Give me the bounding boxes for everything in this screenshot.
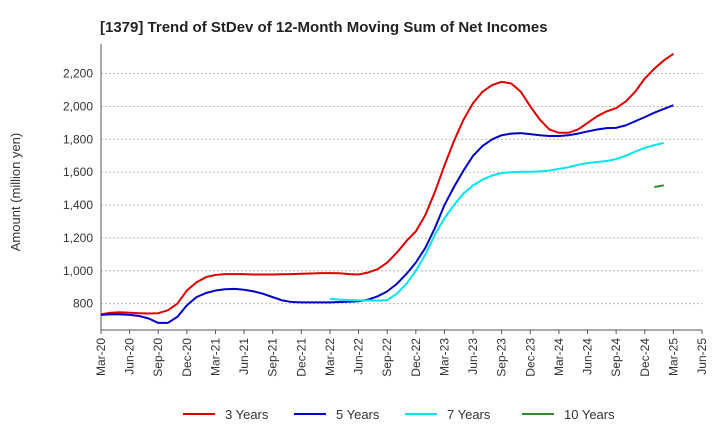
x-tick-label: Dec-22 [409,338,423,377]
y-tick-label: 1,200 [63,231,93,245]
legend: 3 Years 5 Years 7 Years 10 Years [183,407,615,422]
axes [100,44,703,334]
y-tick-label: 1,800 [63,132,93,146]
x-tick-label: Mar-23 [437,338,451,376]
y-tick-labels: 800 1,000 1,200 1,400 1,600 1,800 2,000 2,200 [63,67,93,311]
y-tick-label: 2,200 [63,67,93,81]
x-tick-label: Sep-20 [151,338,165,377]
x-tick-label: Jun-23 [466,338,480,375]
y-axis-label: Amount (million yen) [8,133,23,252]
x-tick-label: Mar-20 [94,338,108,376]
x-tick-label: Mar-22 [323,338,337,376]
x-tick-label: Mar-24 [552,338,566,376]
x-tick-label: Sep-23 [495,338,509,377]
series-line-3-years [100,53,674,316]
x-tick-label: Jun-20 [123,338,137,375]
y-tick-label: 2,000 [63,99,93,113]
legend-item: 3 Years [183,407,269,422]
x-tick-label: Dec-21 [294,338,308,377]
chart-title: [1379] Trend of StDev of 12-Month Moving… [100,19,548,36]
legend-item: 5 Years [294,407,380,422]
legend-label: 3 Years [225,407,269,422]
x-tick-label: Sep-24 [609,338,623,377]
x-tick-label: Mar-25 [666,338,680,376]
x-tick-labels: Mar-20 Jun-20 Sep-20 Dec-20 Mar-21 Jun-21 Sep-… [94,338,709,377]
x-tick-label: Jun-25 [695,338,709,375]
x-tick-label: Jun-22 [352,338,366,375]
legend-label: 7 Years [447,407,491,422]
y-tick-label: 1,600 [63,165,93,179]
x-tick-label: Sep-22 [380,338,394,377]
series-line-5-years [100,104,674,324]
grid-lines [101,73,702,305]
x-tick-label: Jun-21 [237,338,251,375]
legend-label: 5 Years [336,407,380,422]
y-tick-label: 1,400 [63,198,93,212]
x-tick-label: Mar-21 [208,338,222,376]
x-tick-label: Dec-20 [180,338,194,377]
y-tick-label: 800 [73,297,93,311]
x-tick-label: Sep-21 [266,338,280,377]
y-tick-label: 1,000 [63,264,93,278]
series-lines [100,53,674,324]
series-line-10-years [654,184,665,188]
x-tick-label: Dec-24 [638,338,652,377]
x-tick-label: Dec-23 [523,338,537,377]
series-line-7-years [329,141,665,302]
legend-label: 10 Years [564,407,615,422]
x-tick-label: Jun-24 [581,338,595,375]
legend-item: 7 Years [405,407,491,422]
legend-item: 10 Years [522,407,615,422]
